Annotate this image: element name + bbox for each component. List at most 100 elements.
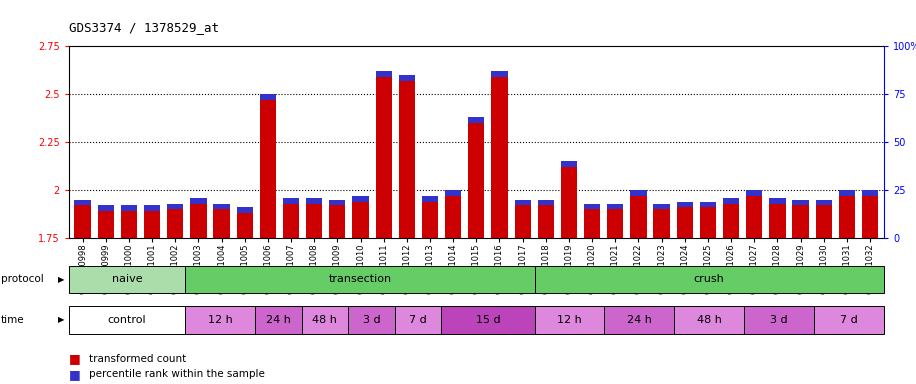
Bar bbox=[653, 204, 670, 238]
Bar bbox=[491, 71, 507, 238]
Text: ▶: ▶ bbox=[58, 275, 64, 284]
Text: crush: crush bbox=[694, 274, 725, 285]
Bar bbox=[185, 306, 255, 333]
Bar bbox=[306, 198, 322, 238]
Bar bbox=[376, 71, 392, 238]
Bar bbox=[260, 94, 276, 238]
Bar bbox=[839, 190, 855, 238]
Bar bbox=[515, 200, 530, 205]
Bar bbox=[674, 306, 744, 333]
Text: 48 h: 48 h bbox=[312, 314, 337, 325]
Bar bbox=[376, 71, 392, 77]
Bar bbox=[121, 205, 137, 211]
Bar bbox=[445, 190, 462, 196]
Text: time: time bbox=[1, 314, 25, 325]
Text: GDS3374 / 1378529_at: GDS3374 / 1378529_at bbox=[69, 21, 219, 34]
Bar bbox=[167, 204, 183, 238]
Bar bbox=[74, 200, 91, 238]
Bar bbox=[185, 266, 535, 293]
Text: 3 d: 3 d bbox=[363, 314, 380, 325]
Text: 48 h: 48 h bbox=[697, 314, 722, 325]
Bar bbox=[561, 161, 577, 238]
Bar bbox=[98, 205, 114, 211]
Bar bbox=[677, 202, 692, 207]
Text: transformed count: transformed count bbox=[89, 354, 186, 364]
Bar bbox=[744, 306, 814, 333]
Bar bbox=[538, 200, 554, 238]
Bar bbox=[815, 200, 832, 205]
Bar bbox=[491, 71, 507, 77]
Text: protocol: protocol bbox=[1, 274, 44, 285]
Bar bbox=[167, 204, 183, 209]
Bar bbox=[468, 117, 485, 238]
Bar bbox=[584, 204, 600, 238]
Text: 7 d: 7 d bbox=[840, 314, 858, 325]
Bar bbox=[213, 204, 230, 238]
Bar bbox=[213, 204, 230, 209]
Text: ■: ■ bbox=[69, 353, 81, 366]
Text: 24 h: 24 h bbox=[266, 314, 290, 325]
Bar bbox=[515, 200, 530, 238]
Text: percentile rank within the sample: percentile rank within the sample bbox=[89, 369, 265, 379]
Bar bbox=[605, 306, 674, 333]
Bar bbox=[69, 266, 185, 293]
Bar bbox=[723, 198, 739, 238]
Bar bbox=[98, 205, 114, 238]
Bar bbox=[723, 198, 739, 204]
Text: 7 d: 7 d bbox=[409, 314, 427, 325]
Bar bbox=[839, 190, 855, 196]
Bar bbox=[677, 202, 692, 238]
Bar bbox=[747, 190, 762, 196]
Bar bbox=[700, 202, 716, 207]
Bar bbox=[442, 306, 535, 333]
Text: 3 d: 3 d bbox=[770, 314, 788, 325]
Bar bbox=[862, 190, 878, 196]
Bar bbox=[630, 190, 647, 196]
Text: ■: ■ bbox=[69, 368, 81, 381]
Text: control: control bbox=[107, 314, 147, 325]
Bar bbox=[283, 198, 300, 204]
Bar bbox=[236, 207, 253, 213]
Bar bbox=[283, 198, 300, 238]
Bar bbox=[398, 75, 415, 238]
Text: 24 h: 24 h bbox=[627, 314, 652, 325]
Bar bbox=[700, 202, 716, 238]
Bar bbox=[538, 200, 554, 205]
Bar bbox=[255, 306, 301, 333]
Bar bbox=[121, 205, 137, 238]
Text: 12 h: 12 h bbox=[208, 314, 233, 325]
Bar bbox=[535, 266, 884, 293]
Bar bbox=[329, 200, 345, 205]
Bar bbox=[74, 200, 91, 205]
Bar bbox=[468, 117, 485, 123]
Bar bbox=[191, 198, 206, 204]
Bar bbox=[445, 190, 462, 238]
Bar bbox=[653, 204, 670, 209]
Bar bbox=[792, 200, 809, 205]
Text: naive: naive bbox=[112, 274, 142, 285]
Bar bbox=[584, 204, 600, 209]
Bar bbox=[69, 306, 185, 333]
Bar bbox=[395, 306, 442, 333]
Bar bbox=[815, 200, 832, 238]
Bar bbox=[769, 198, 786, 204]
Bar bbox=[236, 207, 253, 238]
Bar bbox=[348, 306, 395, 333]
Text: ▶: ▶ bbox=[58, 315, 64, 324]
Text: 15 d: 15 d bbox=[475, 314, 500, 325]
Bar bbox=[353, 196, 368, 202]
Bar bbox=[769, 198, 786, 238]
Bar bbox=[814, 306, 884, 333]
Bar bbox=[792, 200, 809, 238]
Bar bbox=[353, 196, 368, 238]
Bar bbox=[191, 198, 206, 238]
Bar bbox=[607, 204, 624, 238]
Bar bbox=[144, 205, 160, 238]
Bar bbox=[306, 198, 322, 204]
Bar bbox=[630, 190, 647, 238]
Text: transection: transection bbox=[328, 274, 391, 285]
Bar bbox=[561, 161, 577, 167]
Bar bbox=[422, 196, 438, 202]
Bar bbox=[301, 306, 348, 333]
Bar bbox=[862, 190, 878, 238]
